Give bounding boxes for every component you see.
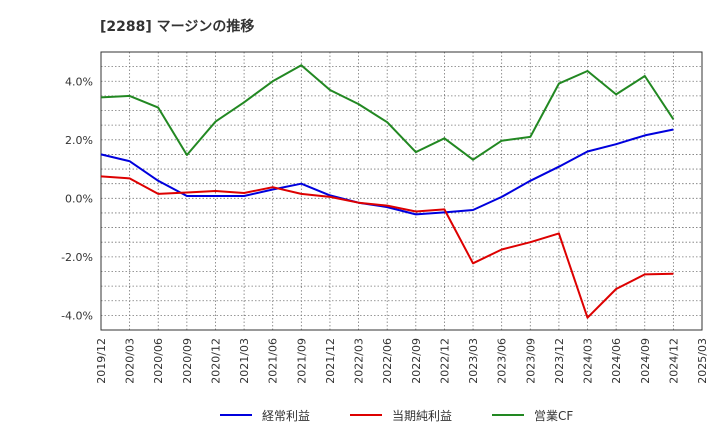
- x-tick-label: 2020/09: [181, 338, 194, 384]
- data-point: [357, 201, 360, 204]
- data-point: [643, 134, 646, 137]
- data-point: [157, 192, 160, 195]
- data-point: [185, 194, 188, 197]
- data-point: [300, 64, 303, 67]
- data-point: [100, 96, 103, 99]
- x-tick-label: 2022/09: [410, 338, 423, 384]
- x-tick-label: 2021/03: [238, 338, 251, 384]
- data-point: [472, 158, 475, 161]
- y-tick-label: 2.0%: [65, 134, 93, 147]
- x-tick-label: 2023/06: [496, 338, 509, 384]
- x-tick-label: 2021/12: [324, 338, 337, 384]
- data-point: [643, 273, 646, 276]
- legend-label: 営業CF: [534, 409, 573, 423]
- data-point: [557, 165, 560, 168]
- x-tick-label: 2019/12: [95, 338, 108, 384]
- data-point: [500, 139, 503, 142]
- y-tick-label: -4.0%: [61, 309, 93, 322]
- data-point: [615, 93, 618, 96]
- x-tick-label: 2023/12: [553, 338, 566, 384]
- x-tick-label: 2021/06: [267, 338, 280, 384]
- data-point: [100, 175, 103, 178]
- data-point: [557, 82, 560, 85]
- data-point: [557, 232, 560, 235]
- data-point: [214, 194, 217, 197]
- data-point: [443, 137, 446, 140]
- series-line-0: [100, 128, 674, 216]
- x-tick-label: 2020/12: [209, 338, 222, 384]
- plot-background: [101, 52, 702, 330]
- data-point: [328, 195, 331, 198]
- data-point: [214, 120, 217, 123]
- data-point: [615, 288, 618, 291]
- data-point: [271, 80, 274, 83]
- x-tick-label: 2021/09: [295, 338, 308, 384]
- data-point: [472, 262, 475, 265]
- plot-area: -4.0% -2.0% 0.0% 2.0% 4.0% 2019/12 2020/03 2020…: [61, 51, 709, 384]
- x-tick-label: 2024/06: [610, 338, 623, 384]
- data-point: [643, 74, 646, 77]
- data-point: [157, 179, 160, 182]
- data-point: [500, 248, 503, 251]
- data-point: [472, 209, 475, 212]
- x-tick-label: 2023/03: [467, 338, 480, 384]
- chart-title: [2288] マージンの推移: [100, 18, 254, 35]
- data-point: [185, 191, 188, 194]
- x-tick-label: 2025/03: [696, 338, 709, 384]
- data-point: [529, 179, 532, 182]
- data-point: [243, 194, 246, 197]
- y-tick-label: -2.0%: [61, 251, 93, 264]
- data-point: [243, 101, 246, 104]
- data-point: [157, 106, 160, 109]
- x-tick-label: 2020/03: [124, 338, 137, 384]
- legend-label: 経常利益: [262, 409, 310, 423]
- data-point: [357, 103, 360, 106]
- plot-frame: [100, 51, 703, 331]
- data-point: [586, 316, 589, 319]
- data-point: [185, 154, 188, 157]
- data-point: [128, 177, 131, 180]
- x-tick-label: 2022/06: [381, 338, 394, 384]
- data-point: [386, 204, 389, 207]
- data-point: [672, 118, 675, 121]
- data-point: [414, 210, 417, 213]
- legend: 経常利益 当期純利益 営業CF: [220, 409, 573, 423]
- series-line-1: [100, 175, 674, 319]
- data-point: [672, 272, 675, 275]
- data-point: [328, 89, 331, 92]
- data-point: [615, 143, 618, 146]
- y-tick-label: 4.0%: [65, 75, 93, 88]
- data-point: [414, 151, 417, 154]
- data-point: [672, 128, 675, 131]
- x-tick-label: 2024/09: [639, 338, 652, 384]
- x-tick-label: 2020/06: [152, 338, 165, 384]
- data-point: [100, 153, 103, 156]
- data-point: [128, 94, 131, 97]
- data-point: [586, 150, 589, 153]
- series-line-2: [100, 64, 675, 161]
- data-point: [128, 160, 131, 163]
- y-tick-label: 0.0%: [65, 192, 93, 205]
- x-tick-label: 2023/09: [524, 338, 537, 384]
- x-tick-label: 2022/12: [438, 338, 451, 384]
- data-point: [243, 192, 246, 195]
- data-point: [271, 186, 274, 189]
- data-point: [300, 182, 303, 185]
- data-point: [300, 192, 303, 195]
- legend-label: 当期純利益: [392, 409, 452, 423]
- data-point: [500, 195, 503, 198]
- data-point: [529, 135, 532, 138]
- data-point: [386, 121, 389, 124]
- data-point: [443, 208, 446, 211]
- data-point: [214, 190, 217, 193]
- x-tick-label: 2024/12: [667, 338, 680, 384]
- data-point: [414, 213, 417, 216]
- data-point: [586, 70, 589, 73]
- x-tick-label: 2024/03: [582, 338, 595, 384]
- x-tick-label: 2022/03: [353, 338, 366, 384]
- data-point: [529, 241, 532, 244]
